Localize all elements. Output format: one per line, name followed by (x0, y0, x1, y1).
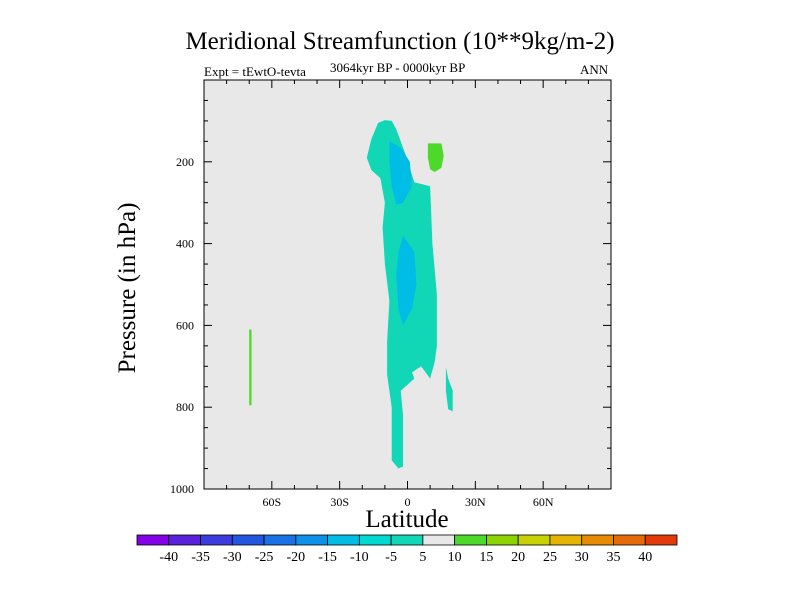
x-tick-label: 60S (262, 495, 281, 509)
colorbar-swatch (200, 534, 233, 546)
colorbar-swatch (581, 534, 614, 546)
x-tick-label: 30S (330, 495, 349, 509)
colorbar-label: -15 (318, 550, 337, 565)
colorbar-swatch (295, 534, 328, 546)
colorbar-swatch (422, 534, 456, 546)
y-tick-label: 1000 (170, 482, 194, 496)
contour-region-mid-core (396, 235, 417, 326)
x-tick-label: 30N (465, 495, 486, 509)
colorbar-label: -35 (191, 550, 210, 565)
plot-frame (203, 79, 612, 490)
y-tick-label: 600 (176, 318, 194, 332)
contour-region-thin-line (249, 329, 252, 406)
colorbar-label: 15 (479, 550, 493, 565)
chart-title: Meridional Streamfunction (10**9kg/m-2) (185, 28, 615, 55)
x-tick-label: 60N (533, 495, 554, 509)
colorbar-swatch (327, 534, 360, 546)
colorbar-swatch (454, 534, 487, 546)
colorbar-swatch (486, 534, 519, 546)
x-tick-label: 0 (405, 495, 411, 509)
period-label: 3064kyr BP - 0000kyr BP (330, 60, 466, 75)
colorbar-swatch (168, 534, 201, 546)
colorbar-swatch (517, 534, 551, 546)
colorbar-swatch (231, 534, 265, 546)
y-tick-label: 400 (176, 237, 194, 251)
colorbar-label: -30 (223, 550, 242, 565)
colorbar-label: 35 (606, 550, 620, 565)
colorbar-swatch (549, 534, 583, 546)
colorbar: -40 -35 -30 -25 -20 -15 -10 -5 5 10 15 20 25 30 35 40 (136, 534, 678, 565)
y-tick-label: 200 (176, 155, 194, 169)
colorbar-label: 5 (419, 550, 426, 565)
y-tick-label: 800 (176, 400, 194, 414)
colorbar-swatch (390, 534, 424, 546)
colorbar-label: 25 (543, 550, 557, 565)
season-label: ANN (580, 62, 609, 77)
colorbar-swatch (358, 534, 392, 546)
contour-region-upper-core (389, 141, 412, 205)
colorbar-label: -25 (255, 550, 274, 565)
x-axis-label: Latitude (365, 506, 449, 533)
colorbar-label: 10 (448, 550, 462, 565)
contour-region-green-patch (427, 143, 444, 172)
experiment-label: Expt = tEwtO-tevta (204, 64, 306, 79)
colorbar-label: 20 (511, 550, 525, 565)
colorbar-swatch (613, 534, 646, 546)
colorbar-swatch (644, 534, 678, 546)
colorbar-label: -10 (350, 550, 369, 565)
colorbar-label: -40 (159, 550, 178, 565)
colorbar-label: 30 (575, 550, 589, 565)
colorbar-swatch (263, 534, 297, 546)
colorbar-label: -20 (286, 550, 305, 565)
colorbar-label: 40 (638, 550, 652, 565)
colorbar-swatch (136, 534, 170, 546)
colorbar-label: -5 (385, 550, 397, 565)
contour-regions (249, 120, 453, 469)
contour-region-lower-patch (445, 367, 453, 412)
